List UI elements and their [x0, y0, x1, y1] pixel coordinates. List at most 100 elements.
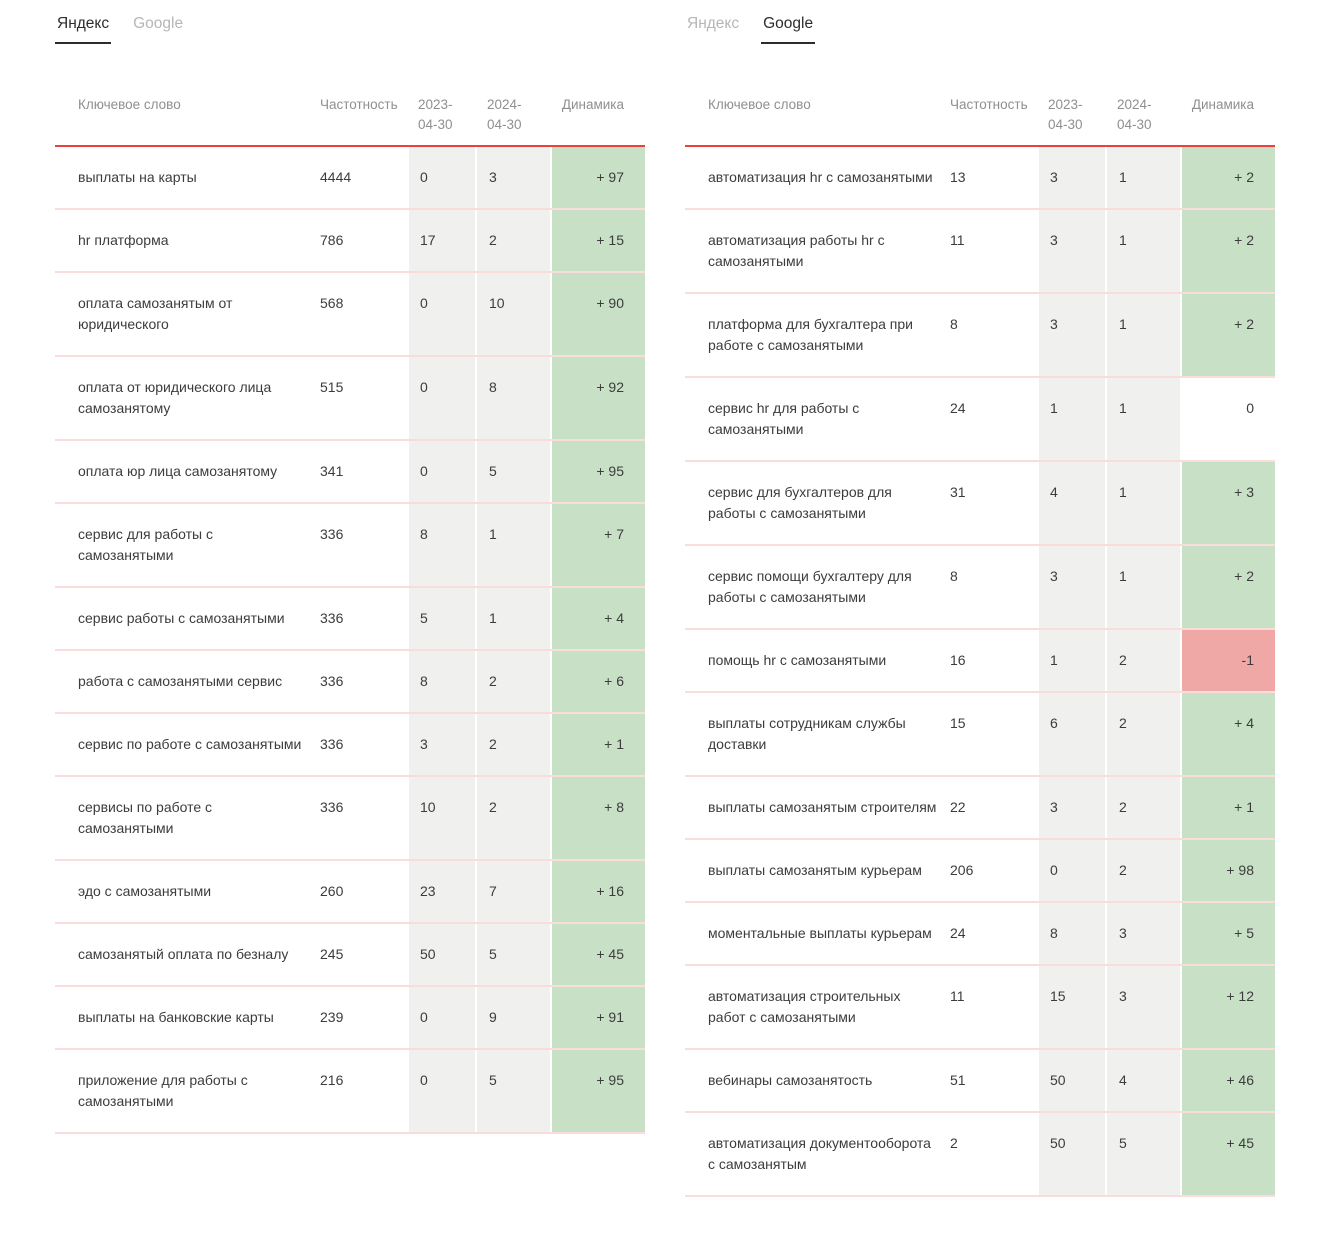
col-header-date2: 2024-04-30 [487, 97, 522, 132]
table-row: оплата самозанятым от юридического 568 0 10… [55, 273, 645, 357]
rank-2024-cell: 5 [1105, 1113, 1180, 1195]
table-row: оплата юр лица самозанятому 341 0 5 + 95 [55, 441, 645, 504]
frequency-cell: 336 [320, 799, 344, 815]
rank-2024-cell: 1 [1105, 147, 1180, 208]
table-header-row: Ключевое слово Частотность 2023-04-30 2024-… [55, 82, 645, 147]
frequency-cell: 2 [950, 1135, 958, 1151]
frequency-cell: 24 [950, 925, 966, 941]
rank-2024-cell: 8 [475, 357, 550, 439]
col-header-date1: 2023-04-30 [418, 97, 453, 132]
dynamics-cell: + 5 [1180, 903, 1275, 964]
keyword-table-panel-google: Яндекс Google Ключевое слово Частотность 202… [685, 10, 1275, 1197]
rank-2024-cell: 2 [1105, 630, 1180, 691]
rank-2023-cell: 0 [407, 1050, 475, 1132]
keyword-table-panel-yandex: Яндекс Google Ключевое слово Частотность 202… [55, 10, 645, 1197]
rank-2023-cell: 17 [407, 210, 475, 271]
table-row: сервис по работе с самозанятыми 336 3 2 + 1 [55, 714, 645, 777]
rank-2024-cell: 1 [475, 588, 550, 649]
keyword-cell: платформа для бухгалтера при работе с са… [708, 316, 913, 353]
rank-2024-cell: 10 [475, 273, 550, 355]
dynamics-cell: -1 [1180, 630, 1275, 691]
keyword-cell: эдо с самозанятыми [78, 883, 212, 899]
rank-2024-cell: 1 [1105, 546, 1180, 628]
tab-google[interactable]: Google [131, 10, 185, 44]
frequency-cell: 15 [950, 715, 966, 731]
keyword-cell: выплаты самозанятым курьерам [708, 862, 922, 878]
keyword-cell: выплаты самозанятым строителям [708, 799, 937, 815]
rank-2024-cell: 2 [475, 210, 550, 271]
table-row: сервис hr для работы с самозанятыми 24 1 1 0 [685, 378, 1275, 462]
rank-2024-cell: 5 [475, 1050, 550, 1132]
table-row: оплата от юридического лица самозанятому… [55, 357, 645, 441]
frequency-cell: 239 [320, 1009, 344, 1025]
dynamics-cell: + 3 [1180, 462, 1275, 544]
dynamics-cell: + 95 [550, 1050, 645, 1132]
keyword-cell: выплаты на банковские карты [78, 1009, 274, 1025]
rank-2024-cell: 7 [475, 861, 550, 922]
table-row: моментальные выплаты курьерам 24 8 3 + 5 [685, 903, 1275, 966]
col-header-keyword: Ключевое слово [708, 97, 811, 112]
rank-2023-cell: 0 [407, 987, 475, 1048]
rank-2023-cell: 50 [1037, 1113, 1105, 1195]
keyword-cell: выплаты сотрудникам службы доставки [708, 715, 906, 752]
rank-2024-cell: 2 [475, 777, 550, 859]
table-row: помощь hr с самозанятыми 16 1 2 -1 [685, 630, 1275, 693]
keyword-cell: автоматизация hr с самозанятыми [708, 169, 933, 185]
frequency-cell: 515 [320, 379, 344, 395]
rank-2024-cell: 1 [1105, 294, 1180, 376]
dynamics-cell: + 90 [550, 273, 645, 355]
rank-2023-cell: 0 [407, 357, 475, 439]
search-engine-tabs: Яндекс Google [685, 10, 1275, 44]
table-row: автоматизация hr с самозанятыми 13 3 1 + 2 [685, 147, 1275, 210]
dynamics-cell: + 1 [1180, 777, 1275, 838]
rank-2024-cell: 5 [475, 924, 550, 985]
rank-2023-cell: 4 [1037, 462, 1105, 544]
rank-2024-cell: 2 [1105, 777, 1180, 838]
rank-2023-cell: 3 [1037, 294, 1105, 376]
col-header-frequency: Частотность [320, 97, 398, 112]
dynamics-cell: + 92 [550, 357, 645, 439]
keyword-cell: автоматизация документооборота с самозан… [708, 1135, 931, 1172]
frequency-cell: 4444 [320, 169, 352, 185]
frequency-cell: 31 [950, 484, 966, 500]
keyword-cell: сервис для работы с самозанятыми [78, 526, 213, 563]
tab-yandex[interactable]: Яндекс [685, 10, 741, 44]
dynamics-cell: + 7 [550, 504, 645, 586]
col-header-keyword: Ключевое слово [78, 97, 181, 112]
rank-2023-cell: 3 [1037, 777, 1105, 838]
frequency-cell: 11 [950, 988, 965, 1004]
rank-2024-cell: 1 [1105, 378, 1180, 460]
dynamics-cell: + 91 [550, 987, 645, 1048]
keyword-cell: работа с самозанятыми сервис [78, 673, 283, 689]
rank-2023-cell: 3 [1037, 546, 1105, 628]
frequency-cell: 51 [950, 1072, 966, 1088]
table-header-row: Ключевое слово Частотность 2023-04-30 2024-… [685, 82, 1275, 147]
rank-2023-cell: 10 [407, 777, 475, 859]
rank-2024-cell: 4 [1105, 1050, 1180, 1111]
dynamics-cell: + 8 [550, 777, 645, 859]
keyword-cell: приложение для работы с самозанятыми [78, 1072, 248, 1109]
tab-google[interactable]: Google [761, 10, 816, 44]
frequency-cell: 22 [950, 799, 966, 815]
keyword-cell: сервис hr для работы с самозанятыми [708, 400, 860, 437]
rank-2023-cell: 1 [1037, 378, 1105, 460]
dynamics-cell: + 1 [550, 714, 645, 775]
frequency-cell: 16 [950, 652, 966, 668]
frequency-cell: 11 [950, 232, 965, 248]
keyword-cell: вебинары самозанятость [708, 1072, 873, 1088]
frequency-cell: 8 [950, 568, 958, 584]
frequency-cell: 206 [950, 862, 974, 878]
dynamics-cell: + 97 [550, 147, 645, 208]
rank-2023-cell: 6 [1037, 693, 1105, 775]
rank-2024-cell: 3 [1105, 903, 1180, 964]
dynamics-cell: 0 [1180, 378, 1275, 460]
frequency-cell: 336 [320, 736, 344, 752]
keyword-cell: автоматизация строительных работ с самоз… [708, 988, 901, 1025]
dynamics-cell: + 45 [1180, 1113, 1275, 1195]
dynamics-cell: + 12 [1180, 966, 1275, 1048]
frequency-cell: 786 [320, 232, 344, 248]
frequency-cell: 216 [320, 1072, 344, 1088]
table-row: выплаты сотрудникам службы доставки 15 6 2 +… [685, 693, 1275, 777]
tab-yandex[interactable]: Яндекс [55, 10, 112, 44]
